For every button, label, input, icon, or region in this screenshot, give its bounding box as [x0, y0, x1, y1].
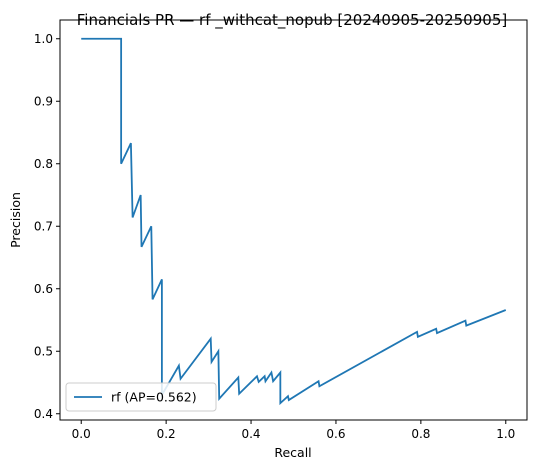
- y-tick-label: 0.7: [34, 219, 53, 233]
- x-tick-label: 0.8: [411, 427, 430, 441]
- y-tick-label: 0.4: [34, 407, 53, 421]
- x-axis-title: Recall: [274, 445, 311, 460]
- series-layer: [81, 37, 507, 406]
- x-tick-label: 0.4: [241, 427, 260, 441]
- y-tick-label: 0.8: [34, 157, 53, 171]
- x-tick-label: 1.0: [496, 427, 515, 441]
- plot-frame: [59, 19, 528, 421]
- x-axis: 0.0 0.2 0.4 0.6 0.8 1.0: [72, 420, 515, 441]
- y-tick-label: 0.9: [34, 94, 53, 108]
- x-tick-label: 0.0: [72, 427, 91, 441]
- y-axis: 0.4 0.5 0.6 0.7 0.8 0.9 1.0: [34, 32, 60, 421]
- legend-box: [65, 382, 217, 412]
- x-tick-label: 0.6: [326, 427, 345, 441]
- pr-curve-line: [81, 37, 507, 406]
- y-tick-label: 1.0: [34, 32, 53, 46]
- y-tick-label: 0.5: [34, 344, 53, 358]
- x-tick-label: 0.2: [157, 427, 176, 441]
- y-tick-label: 0.6: [34, 282, 53, 296]
- legend: rf (AP=0.562): [65, 382, 217, 412]
- legend-label: rf (AP=0.562): [111, 390, 197, 405]
- y-axis-title: Precision: [8, 192, 23, 248]
- plot-area: 0.0 0.2 0.4 0.6 0.8 1.0 0.4 0.5 0.6 0.7 0.8 0.9 1.0: [34, 19, 528, 441]
